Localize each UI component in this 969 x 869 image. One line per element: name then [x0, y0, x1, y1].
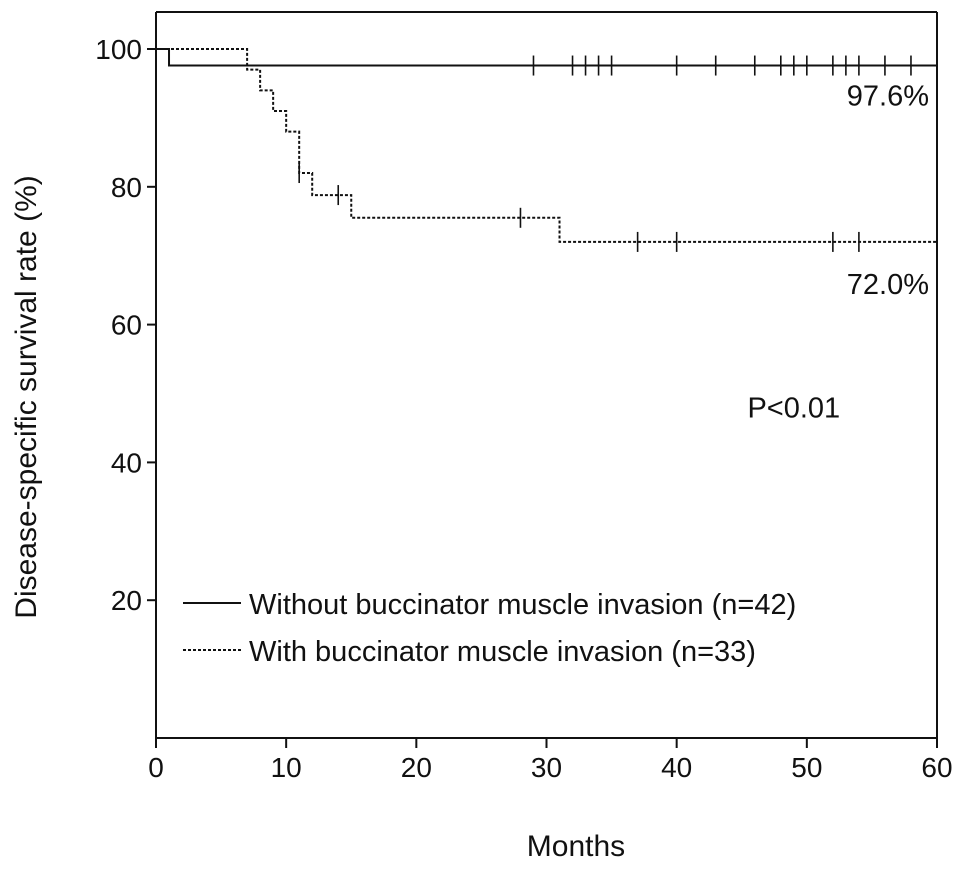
x-tick-label: 20: [401, 752, 432, 783]
end-rate-label: 72.0%: [847, 269, 929, 301]
y-tick-label: 80: [111, 172, 142, 203]
x-tick-label: 0: [148, 752, 164, 783]
y-tick-label: 40: [111, 447, 142, 478]
censor-marks: [298, 55, 912, 252]
x-tick-label: 40: [661, 752, 692, 783]
curve-labels: 97.6% 72.0% P<0.01: [747, 81, 929, 425]
x-tick-label: 60: [921, 752, 952, 783]
survival-curve-series: [156, 48, 937, 67]
x-axis-title: Months: [527, 830, 625, 863]
x-tick-label: 10: [271, 752, 302, 783]
legend-label-with-invasion: With buccinator muscle invasion (n=33): [249, 636, 756, 668]
plot-frame: [155, 11, 938, 739]
x-tick-label: 50: [791, 752, 822, 783]
y-axis-title: Disease-specific survival rate (%): [10, 175, 43, 618]
end-rate-label: 97.6%: [847, 81, 929, 113]
y-tick-label: 20: [111, 585, 142, 616]
legend: Without buccinator muscle invasion (n=42…: [183, 589, 796, 668]
legend-label-without-invasion: Without buccinator muscle invasion (n=42…: [249, 589, 796, 621]
x-axis-ticks: 0 10 20 30 40 50 60: [148, 738, 953, 783]
survival-curve-series: [156, 48, 937, 243]
y-axis-ticks: 20 40 60 80 100: [95, 34, 156, 616]
survival-curves: [156, 48, 937, 243]
y-tick-label: 60: [111, 310, 142, 341]
x-tick-label: 30: [531, 752, 562, 783]
y-tick-label: 100: [95, 34, 142, 65]
p-value-annotation: P<0.01: [747, 392, 840, 424]
